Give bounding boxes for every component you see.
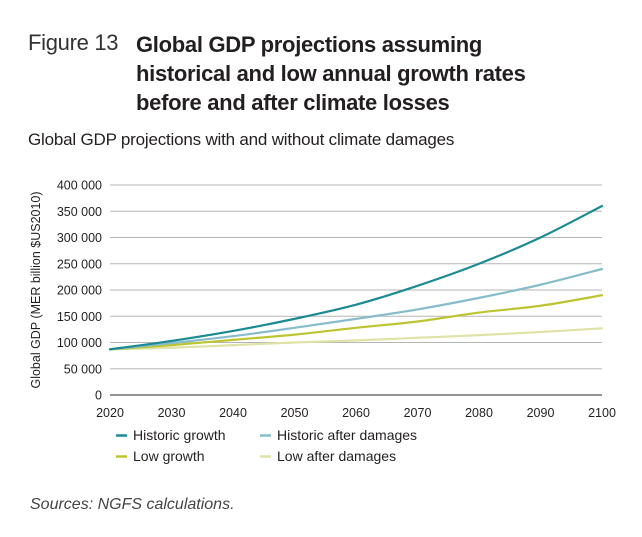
figure-title-line: Global GDP projections assuming bbox=[136, 32, 483, 57]
gridlines bbox=[110, 184, 602, 396]
x-tick-label: 2100 bbox=[588, 406, 616, 420]
series-lines bbox=[108, 204, 604, 351]
legend-item: Historic growth bbox=[116, 427, 226, 443]
y-tick-label: 0 bbox=[95, 389, 102, 403]
legend: Historic growth Historic after damages Low… bbox=[116, 427, 417, 464]
y-tick-label: 150 000 bbox=[57, 310, 102, 324]
x-tick-label: 2040 bbox=[219, 406, 247, 420]
y-tick-label: 100 000 bbox=[57, 336, 102, 350]
x-tick-label: 2090 bbox=[527, 406, 555, 420]
x-tick-label: 2060 bbox=[342, 406, 370, 420]
x-tick-label: 2030 bbox=[158, 406, 186, 420]
x-tick-label: 2050 bbox=[281, 406, 309, 420]
series-line-historic-after-damages bbox=[108, 267, 604, 351]
y-tick-label: 350 000 bbox=[57, 205, 102, 219]
source-note: Sources: NGFS calculations. bbox=[30, 496, 235, 513]
figure-header: Figure 13 Global GDP projections assumin… bbox=[28, 30, 526, 117]
figure-title-line: before and after climate losses bbox=[136, 90, 450, 115]
x-tick-label: 2070 bbox=[404, 406, 432, 420]
x-tick-label: 2020 bbox=[96, 406, 124, 420]
x-tick-labels: 2020 2030 2040 2050 2060 2070 2080 2090 2100 bbox=[96, 406, 616, 420]
legend-label: Low growth bbox=[133, 448, 205, 464]
gdp-line-chart: 0 50 000 100 000 150 000 200 000 250 000 300 0… bbox=[29, 179, 616, 465]
y-tick-labels: 0 50 000 100 000 150 000 200 000 250 000 300 0… bbox=[57, 179, 102, 403]
legend-label: Low after damages bbox=[277, 448, 396, 464]
y-tick-label: 300 000 bbox=[57, 231, 102, 245]
legend-label: Historic growth bbox=[133, 427, 226, 443]
figure-number: Figure 13 bbox=[28, 30, 119, 55]
figure-title: Global GDP projections assuming historic… bbox=[136, 30, 526, 117]
y-tick-label: 50 000 bbox=[64, 362, 102, 376]
x-tick-label: 2080 bbox=[465, 406, 493, 420]
legend-label: Historic after damages bbox=[277, 427, 417, 443]
series-line-low-after-damages bbox=[108, 327, 604, 351]
figure-title-line: historical and low annual growth rates bbox=[136, 61, 526, 86]
legend-item: Historic after damages bbox=[260, 427, 417, 443]
legend-item: Low after damages bbox=[260, 448, 396, 464]
y-tick-label: 250 000 bbox=[57, 257, 102, 271]
y-tick-label: 200 000 bbox=[57, 284, 102, 298]
y-tick-label: 400 000 bbox=[57, 179, 102, 193]
y-axis-title: Global GDP (MER billion $US2010) bbox=[29, 191, 43, 388]
legend-item: Low growth bbox=[116, 448, 205, 464]
series-line-historic-growth bbox=[108, 204, 604, 351]
chart-subtitle: Global GDP projections with and without … bbox=[28, 130, 455, 149]
series-line-low-growth bbox=[108, 294, 604, 351]
